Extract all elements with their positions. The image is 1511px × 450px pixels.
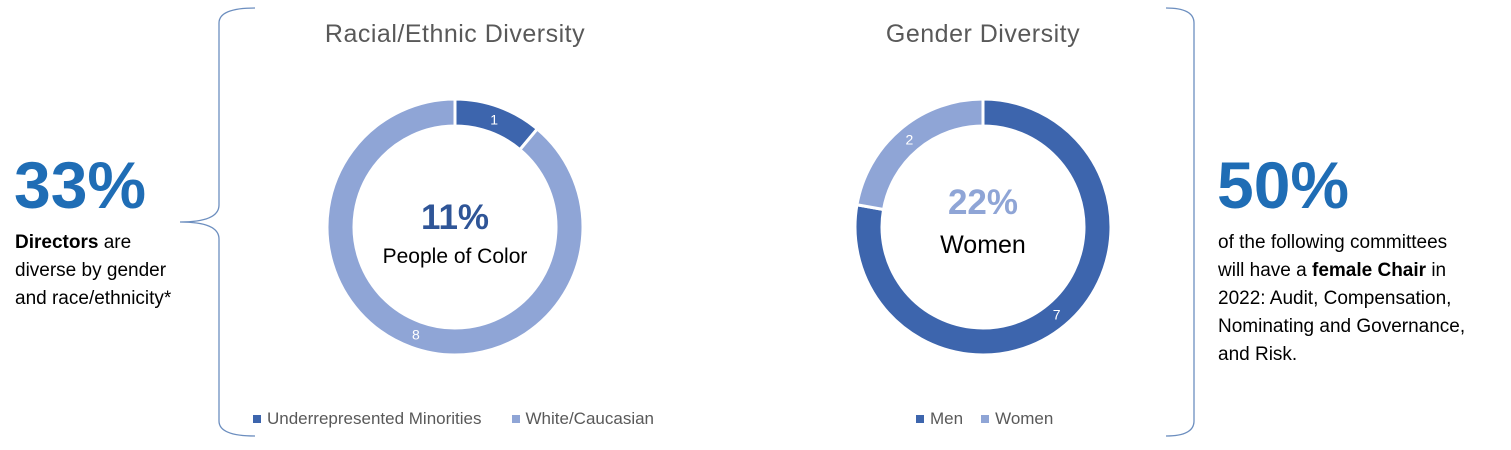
chart2-title: Gender Diversity bbox=[885, 20, 1081, 48]
chart1-center-value: 11% bbox=[420, 198, 490, 237]
left-brace bbox=[179, 7, 256, 437]
chart1-donut: 18 bbox=[325, 97, 585, 357]
chart1-legend-item-minorities: Underrepresented Minorities bbox=[253, 409, 482, 429]
right-stat-bold: female Chair bbox=[1312, 260, 1427, 281]
legend-swatch bbox=[981, 415, 990, 423]
right-stat-line2-pre: will have a bbox=[1218, 260, 1312, 281]
right-stat-line2-post: in bbox=[1426, 260, 1447, 281]
left-stat-value: 33% bbox=[14, 148, 147, 222]
right-stat-line5: and Risk. bbox=[1218, 344, 1298, 365]
chart2-donut: 72 bbox=[853, 97, 1113, 357]
right-stat-line3: 2022: Audit, Compensation, bbox=[1218, 288, 1452, 309]
chart1-data-label-1: 8 bbox=[412, 327, 420, 343]
left-stat-line1: are bbox=[98, 232, 132, 253]
chart1-center-label: People of Color bbox=[382, 245, 528, 268]
chart2-slice-1 bbox=[855, 97, 985, 212]
legend-swatch bbox=[511, 415, 520, 423]
left-stat-bold: Directors bbox=[15, 232, 99, 253]
right-stat-line4: Nominating and Governance, bbox=[1218, 316, 1466, 337]
chart1-legend-item-white: White/Caucasian bbox=[511, 409, 655, 429]
chart2-legend-item-men: Men bbox=[916, 409, 963, 429]
right-stat-value: 50% bbox=[1217, 148, 1350, 222]
chart2-legend-item-women: Women bbox=[981, 409, 1053, 429]
left-stat-line3: and race/ethnicity* bbox=[15, 288, 172, 309]
left-stat-description: Directors are diverse by gender and race… bbox=[15, 229, 205, 313]
left-stat-line2: diverse by gender bbox=[15, 260, 167, 281]
chart2-center-value: 22% bbox=[947, 183, 1019, 222]
chart1-legend: Underrepresented Minorities White/Caucas… bbox=[253, 409, 654, 429]
chart1-title: Racial/Ethnic Diversity bbox=[324, 20, 586, 48]
legend-label: Women bbox=[995, 409, 1054, 428]
chart2-data-label-1: 2 bbox=[906, 131, 914, 147]
legend-label: White/Caucasian bbox=[525, 409, 655, 428]
chart1-slice-1 bbox=[325, 97, 585, 357]
right-stat-description: of the following committees will have a … bbox=[1218, 229, 1508, 369]
chart2-data-label-0: 7 bbox=[1053, 307, 1061, 323]
chart1-data-label-0: 1 bbox=[490, 111, 498, 127]
chart2-center-label: Women bbox=[940, 231, 1026, 259]
chart2-slice-0 bbox=[853, 97, 1113, 357]
legend-swatch bbox=[253, 415, 261, 423]
right-stat-line1: of the following committees bbox=[1218, 232, 1448, 253]
legend-label: Underrepresented Minorities bbox=[267, 409, 482, 428]
right-brace bbox=[1165, 7, 1195, 437]
chart2-legend: Men Women bbox=[916, 409, 1053, 429]
legend-swatch bbox=[916, 415, 924, 423]
legend-label: Men bbox=[930, 409, 964, 428]
